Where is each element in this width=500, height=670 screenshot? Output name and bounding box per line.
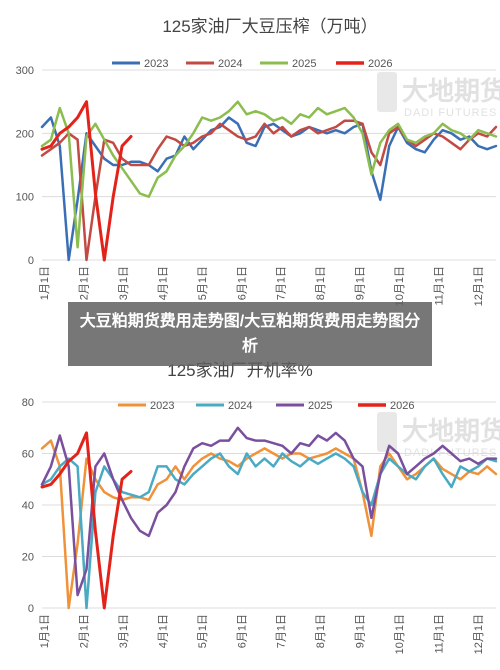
chart1-legend: 2023 2024 2025 2026	[112, 58, 392, 70]
x-tick-label: 2月1日	[78, 614, 90, 648]
x-tick-label: 6月1日	[236, 266, 248, 300]
y-tick-label: 0	[28, 603, 34, 615]
x-tick-label: 3月1日	[118, 614, 130, 648]
series-line-2026	[40, 100, 133, 262]
crush-volume-chart: 125家油厂大豆压榨（万吨） 大地期货 DADI FUTURES 0 100 200…	[16, 17, 500, 306]
chart1-series	[40, 100, 498, 262]
y-tick-label: 60	[22, 449, 34, 461]
y-tick-label: 0	[28, 255, 34, 267]
chart1-y-axis: 0 100 200 300	[16, 65, 34, 267]
watermark-brand-en: DADI FUTURES	[404, 107, 497, 119]
series-line-2026	[40, 431, 133, 610]
series-line-2023	[40, 439, 498, 610]
y-tick-label: 100	[16, 192, 34, 204]
x-tick-label: 8月1日	[315, 266, 327, 300]
watermark-brand: 大地期货	[402, 416, 500, 446]
x-tick-label: 9月1日	[355, 614, 367, 648]
x-tick-label: 11月1日	[434, 614, 446, 654]
x-tick-label: 5月1日	[197, 614, 209, 648]
legend-label: 2023	[144, 58, 168, 70]
watermark-logo-icon	[377, 72, 397, 112]
legend-label: 2023	[150, 400, 174, 412]
legend-label: 2026	[368, 58, 392, 70]
x-tick-label: 5月1日	[197, 266, 209, 300]
y-tick-label: 80	[22, 397, 34, 409]
x-tick-label: 4月1日	[157, 266, 169, 300]
watermark-logo-icon	[377, 412, 397, 452]
x-tick-label: 12月1日	[473, 266, 485, 306]
series-line-2024	[40, 119, 498, 262]
chart2-y-axis: 0 20 40 60 80	[22, 397, 34, 615]
legend-label: 2024	[218, 58, 242, 70]
chart1-title: 125家油厂大豆压榨（万吨）	[162, 17, 377, 36]
y-tick-label: 300	[16, 65, 34, 77]
legend-label: 2024	[228, 400, 252, 412]
x-tick-label: 4月1日	[157, 614, 169, 648]
chart1-x-axis: 1月1日 2月1日 3月1日 4月1日 5月1日 6月1日 7月1日 8月1日 9月1日 10月1…	[39, 266, 485, 306]
chart1-grid	[42, 69, 496, 261]
x-tick-label: 8月1日	[315, 614, 327, 648]
x-tick-label: 2月1日	[78, 266, 90, 300]
x-tick-label: 9月1日	[355, 266, 367, 300]
chart2-x-axis: 1月1日 2月1日 3月1日 4月1日 5月1日 6月1日 7月1日 8月1日 9月1日 10月1…	[39, 614, 485, 654]
legend-label: 2025	[308, 400, 332, 412]
x-tick-label: 6月1日	[236, 614, 248, 648]
x-tick-label: 7月1日	[276, 266, 288, 300]
x-tick-label: 1月1日	[39, 614, 51, 648]
series-line-2024	[40, 452, 498, 610]
chart2-series	[40, 426, 498, 610]
y-tick-label: 200	[16, 128, 34, 140]
series-line-2025	[40, 100, 498, 249]
x-tick-label: 7月1日	[276, 614, 288, 648]
x-tick-label: 12月1日	[473, 614, 485, 654]
x-tick-label: 1月1日	[39, 266, 51, 300]
series-line-2025	[40, 426, 498, 597]
y-tick-label: 40	[22, 500, 34, 512]
x-tick-label: 11月1日	[434, 266, 446, 306]
x-tick-label: 10月1日	[394, 266, 406, 306]
x-tick-label: 10月1日	[394, 614, 406, 654]
headline-banner: 大豆粕期货费用走势图/大豆粕期货费用走势图分析	[68, 302, 432, 366]
chart2-legend: 2023 2024 2025 2026	[118, 400, 414, 412]
legend-label: 2025	[292, 58, 316, 70]
legend-label: 2026	[390, 400, 414, 412]
y-tick-label: 20	[22, 552, 34, 564]
watermark-top: 大地期货 DADI FUTURES	[377, 72, 500, 119]
x-tick-label: 3月1日	[118, 266, 130, 300]
chart2-grid	[42, 401, 496, 609]
watermark-brand: 大地期货	[402, 76, 500, 106]
